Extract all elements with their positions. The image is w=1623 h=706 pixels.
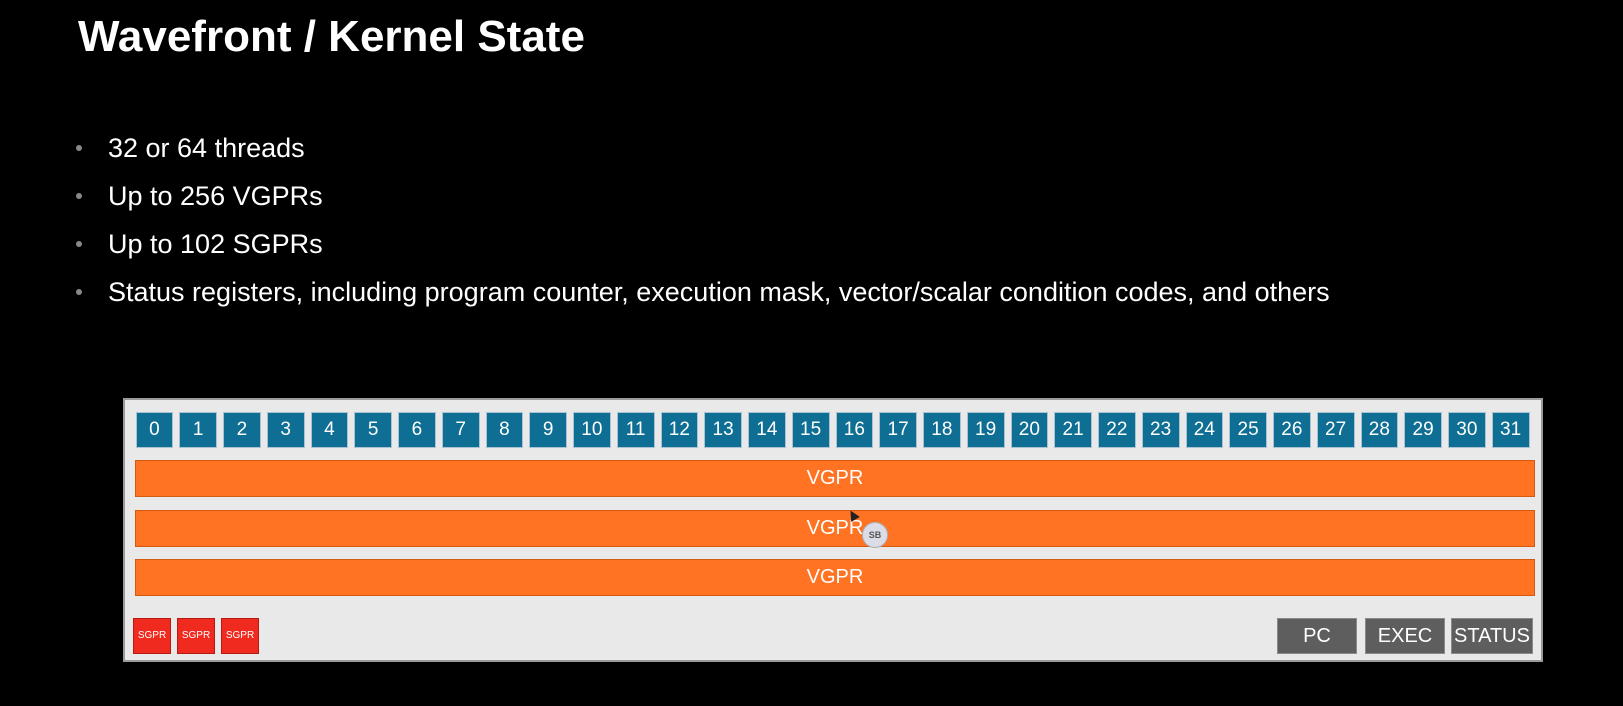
thread-cell: 24: [1185, 412, 1224, 448]
thread-cell: 0: [135, 412, 174, 448]
bullet-text: Up to 102 SGPRs: [108, 229, 323, 259]
thread-cell: 25: [1229, 412, 1267, 448]
thread-cell: 27: [1316, 412, 1355, 448]
thread-cell: 26: [1273, 412, 1311, 448]
thread-cell: 14: [748, 412, 786, 448]
bullet-item: Up to 256 VGPRs: [76, 172, 1330, 220]
vgpr-row: VGPR: [135, 510, 1535, 547]
thread-cell: 11: [616, 412, 655, 448]
bullet-item: Up to 102 SGPRs: [76, 220, 1330, 268]
bullet-item: Status registers, including program coun…: [76, 268, 1330, 316]
vgpr-row: VGPR: [135, 559, 1535, 596]
thread-cell: 23: [1141, 412, 1180, 448]
sgpr-cell: SGPR: [133, 618, 171, 654]
thread-cell: 15: [791, 412, 830, 448]
wavefront-diagram: 0 1 2 3 4 5 6 7 8 9 10 11 12 13 14 15 16 17 18 19 20 21 22 23 24…: [123, 398, 1543, 662]
bullet-dot-icon: [76, 241, 82, 247]
thread-cell: 13: [704, 412, 742, 448]
thread-cell: 6: [398, 412, 436, 448]
thread-cell: 5: [354, 412, 392, 448]
bullet-item: 32 or 64 threads: [76, 124, 1330, 172]
thread-cell: 28: [1360, 412, 1399, 448]
thread-cell: 30: [1448, 412, 1486, 448]
bullet-text: 32 or 64 threads: [108, 133, 305, 163]
exec-register: EXEC: [1365, 618, 1445, 654]
thread-cell: 20: [1010, 412, 1049, 448]
sgpr-cell: SGPR: [177, 618, 215, 654]
pc-register: PC: [1277, 618, 1357, 654]
thread-cell: 21: [1054, 412, 1092, 448]
thread-cell: 22: [1098, 412, 1136, 448]
vgpr-row: VGPR: [135, 460, 1535, 497]
bullet-list: 32 or 64 threads Up to 256 VGPRs Up to 1…: [76, 124, 1330, 316]
thread-cell: 7: [441, 412, 480, 448]
bullet-dot-icon: [76, 145, 82, 151]
thread-cell: 19: [966, 412, 1005, 448]
slide-title: Wavefront / Kernel State: [78, 12, 585, 61]
thread-cell: 31: [1491, 412, 1530, 448]
thread-cell: 9: [529, 412, 567, 448]
thread-cell: 8: [485, 412, 524, 448]
thread-cell: 2: [223, 412, 261, 448]
thread-cell: 3: [266, 412, 305, 448]
cursor-badge: SB: [862, 522, 888, 548]
thread-cell: 17: [879, 412, 917, 448]
thread-cell: 10: [573, 412, 611, 448]
thread-row: 0 1 2 3 4 5 6 7 8 9 10 11 12 13 14 15 16 17 18 19 20 21 22 23 24…: [135, 412, 1535, 448]
bullet-text: Up to 256 VGPRs: [108, 181, 323, 211]
thread-cell: 16: [835, 412, 874, 448]
bullet-text: Status registers, including program coun…: [108, 277, 1330, 307]
status-register: STATUS: [1451, 618, 1533, 654]
thread-cell: 1: [179, 412, 217, 448]
thread-cell: 29: [1404, 412, 1442, 448]
thread-cell: 12: [660, 412, 699, 448]
thread-cell: 18: [923, 412, 961, 448]
thread-cell: 4: [310, 412, 349, 448]
bullet-dot-icon: [76, 193, 82, 199]
bullet-dot-icon: [76, 289, 82, 295]
sgpr-cell: SGPR: [221, 618, 259, 654]
